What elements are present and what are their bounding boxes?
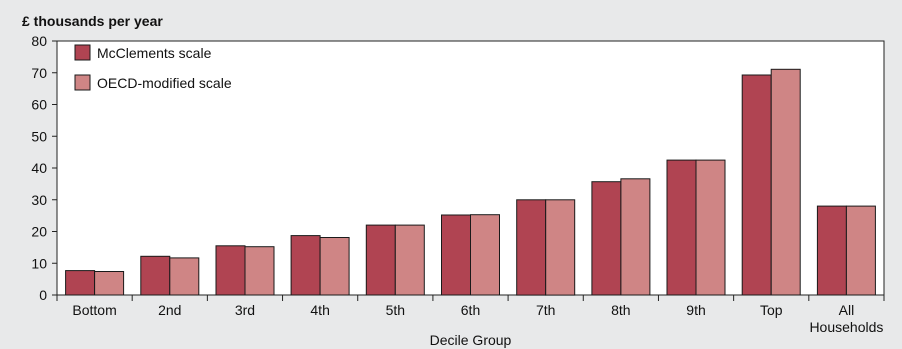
x-tick-label-line: All: [839, 302, 855, 318]
bar-mcclements-3: [291, 236, 320, 295]
bar-oecd-4: [395, 225, 424, 295]
bar-oecd-9: [771, 69, 800, 295]
x-tick-label-6: 7th: [536, 302, 555, 318]
x-tick-label-line: Households: [809, 319, 883, 335]
x-tick-label-1: 2nd: [158, 302, 181, 318]
x-tick-label-line: 3rd: [235, 302, 255, 318]
bar-mcclements-6: [517, 200, 546, 295]
bar-mcclements-5: [442, 215, 471, 295]
bar-oecd-0: [95, 272, 124, 296]
x-tick-label-5: 6th: [461, 302, 480, 318]
y-tick-label-7: 70: [31, 65, 47, 81]
x-tick-label-4: 5th: [386, 302, 405, 318]
x-tick-label-line: 8th: [611, 302, 630, 318]
bar-oecd-10: [846, 206, 875, 295]
bar-oecd-6: [546, 200, 575, 295]
x-tick-label-line: 2nd: [158, 302, 181, 318]
bar-mcclements-4: [366, 225, 395, 295]
legend-swatch-0: [75, 45, 90, 60]
y-tick-label-1: 10: [31, 255, 47, 271]
y-tick-label-4: 40: [31, 160, 47, 176]
bar-mcclements-2: [216, 246, 245, 295]
y-tick-label-2: 20: [31, 224, 47, 240]
bar-mcclements-10: [817, 206, 846, 295]
bar-mcclements-8: [667, 160, 696, 295]
x-tick-label-2: 3rd: [235, 302, 255, 318]
bar-oecd-1: [170, 258, 199, 295]
x-tick-label-7: 8th: [611, 302, 630, 318]
bar-mcclements-9: [742, 75, 771, 295]
x-tick-label-line: Bottom: [72, 302, 116, 318]
y-tick-label-6: 60: [31, 97, 47, 113]
bar-mcclements-7: [592, 182, 621, 295]
x-tick-label-line: Top: [760, 302, 783, 318]
x-tick-label-line: 7th: [536, 302, 555, 318]
bar-mcclements-0: [66, 271, 95, 295]
bar-oecd-7: [621, 179, 650, 295]
x-tick-label-line: 6th: [461, 302, 480, 318]
legend-swatch-1: [75, 75, 90, 90]
bar-mcclements-1: [141, 256, 170, 295]
x-tick-label-9: Top: [760, 302, 783, 318]
x-axis-title: Decile Group: [430, 332, 512, 348]
y-tick-label-0: 0: [39, 287, 47, 303]
x-tick-label-line: 5th: [386, 302, 405, 318]
x-tick-label-10: All Households: [809, 302, 883, 335]
bar-oecd-8: [696, 160, 725, 295]
bar-oecd-2: [245, 247, 274, 295]
y-tick-label-8: 80: [31, 33, 47, 49]
y-tick-label-5: 50: [31, 128, 47, 144]
chart-title: £ thousands per year: [22, 13, 163, 29]
bar-oecd-5: [471, 215, 500, 295]
x-tick-label-8: 9th: [686, 302, 705, 318]
legend-label-1: OECD-modified scale: [97, 75, 232, 91]
x-tick-label-3: 4th: [310, 302, 329, 318]
x-tick-label-line: 9th: [686, 302, 705, 318]
x-tick-label-0: Bottom: [72, 302, 116, 318]
x-tick-label-line: 4th: [310, 302, 329, 318]
legend-label-0: McClements scale: [97, 45, 212, 61]
y-tick-label-3: 30: [31, 192, 47, 208]
bar-oecd-3: [320, 238, 349, 296]
